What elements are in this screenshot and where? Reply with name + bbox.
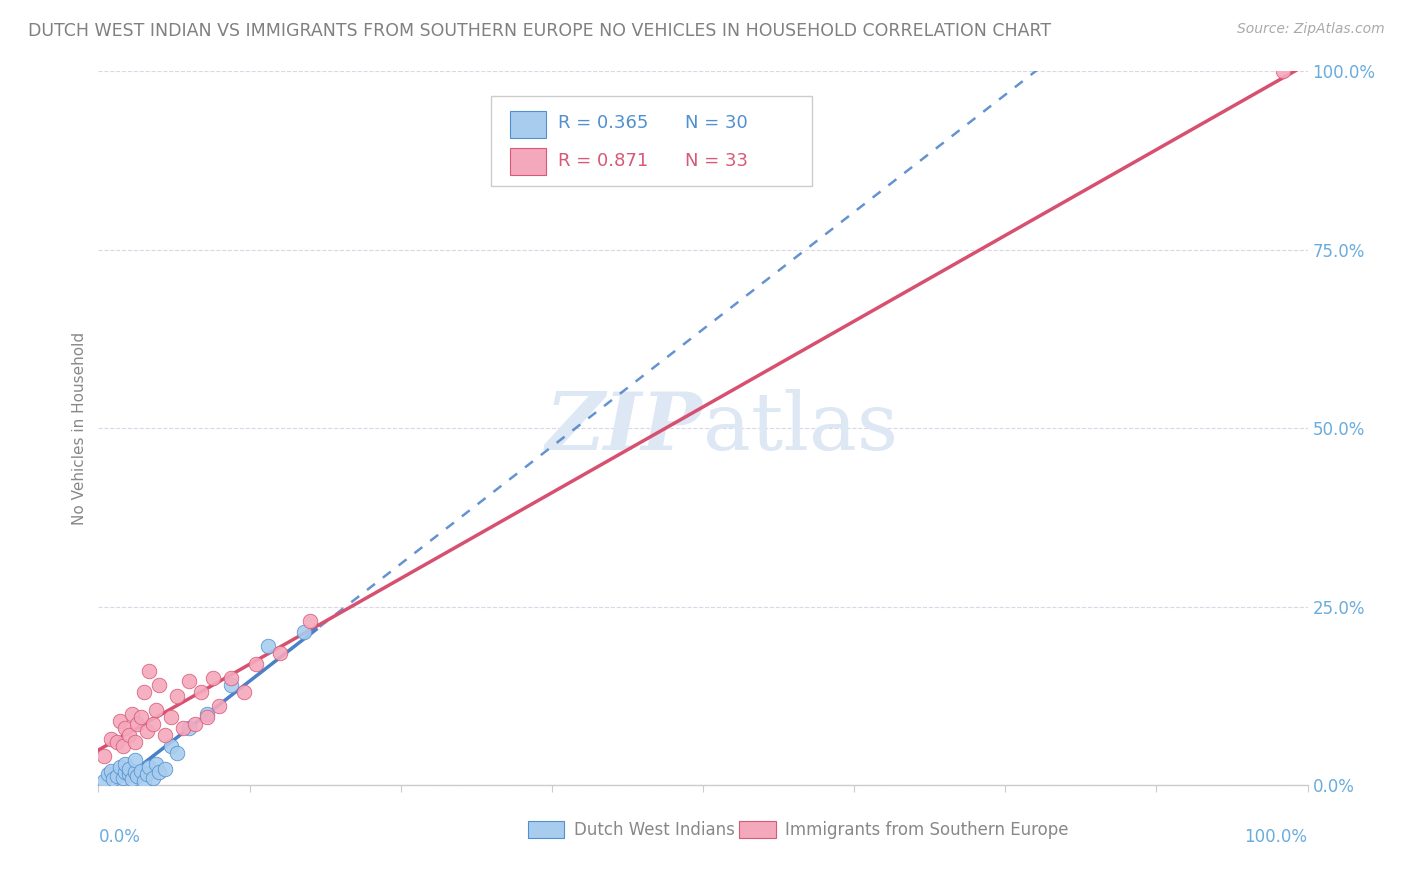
Point <box>221 678 243 692</box>
Point <box>124 735 146 749</box>
Point <box>269 646 291 660</box>
Point <box>124 753 146 767</box>
Point <box>172 721 194 735</box>
Point <box>195 710 218 724</box>
Point <box>299 614 322 628</box>
FancyBboxPatch shape <box>492 96 811 186</box>
FancyBboxPatch shape <box>527 821 564 838</box>
Point <box>118 728 141 742</box>
Point <box>127 769 149 783</box>
Y-axis label: No Vehicles in Household: No Vehicles in Household <box>72 332 87 524</box>
Point <box>105 769 128 783</box>
Point <box>195 706 218 721</box>
Point <box>138 664 160 678</box>
Point <box>221 671 243 685</box>
Point <box>100 764 122 778</box>
Point <box>129 710 152 724</box>
Point <box>166 746 188 760</box>
Point <box>100 731 122 746</box>
Point <box>108 760 131 774</box>
Point <box>105 735 128 749</box>
Point <box>145 756 167 771</box>
Point <box>142 717 165 731</box>
Point <box>114 756 136 771</box>
Point <box>114 765 136 780</box>
Text: Immigrants from Southern Europe: Immigrants from Southern Europe <box>785 821 1069 838</box>
Point <box>202 671 225 685</box>
Text: N = 33: N = 33 <box>685 152 748 169</box>
Point <box>184 717 207 731</box>
FancyBboxPatch shape <box>509 148 546 175</box>
Point <box>134 774 156 789</box>
Point <box>160 739 183 753</box>
Text: R = 0.871: R = 0.871 <box>558 152 648 169</box>
Point <box>148 765 170 780</box>
Point <box>118 762 141 776</box>
Point <box>179 674 201 689</box>
Text: atlas: atlas <box>703 389 898 467</box>
Point <box>124 765 146 780</box>
Point <box>179 721 201 735</box>
FancyBboxPatch shape <box>740 821 776 838</box>
Point <box>138 760 160 774</box>
Point <box>166 689 188 703</box>
Point <box>111 771 134 785</box>
Point <box>111 739 134 753</box>
Point <box>145 703 167 717</box>
Point <box>101 772 124 787</box>
FancyBboxPatch shape <box>509 111 546 137</box>
Text: ZIP: ZIP <box>546 390 703 467</box>
Text: 100.0%: 100.0% <box>1244 828 1308 846</box>
Point <box>190 685 212 699</box>
Point <box>93 749 115 764</box>
Point <box>118 767 141 781</box>
Point <box>135 724 157 739</box>
Point <box>148 678 170 692</box>
Text: Dutch West Indians: Dutch West Indians <box>574 821 734 838</box>
Point <box>93 774 115 789</box>
Point <box>1272 64 1295 78</box>
Point <box>232 685 254 699</box>
Point <box>153 728 176 742</box>
Text: Source: ZipAtlas.com: Source: ZipAtlas.com <box>1237 22 1385 37</box>
Point <box>121 772 143 787</box>
Point <box>127 717 149 731</box>
Point <box>245 657 267 671</box>
Point <box>108 714 131 728</box>
Point <box>114 721 136 735</box>
Point <box>256 639 278 653</box>
Point <box>97 767 120 781</box>
Point <box>160 710 183 724</box>
Text: 0.0%: 0.0% <box>98 828 141 846</box>
Point <box>134 685 156 699</box>
Point <box>129 764 152 778</box>
Point <box>153 762 176 776</box>
Point <box>292 624 315 639</box>
Text: DUTCH WEST INDIAN VS IMMIGRANTS FROM SOUTHERN EUROPE NO VEHICLES IN HOUSEHOLD CO: DUTCH WEST INDIAN VS IMMIGRANTS FROM SOU… <box>28 22 1052 40</box>
Point <box>142 771 165 785</box>
Point <box>121 706 143 721</box>
Point <box>208 699 231 714</box>
Point <box>135 767 157 781</box>
Text: N = 30: N = 30 <box>685 114 748 132</box>
Text: R = 0.365: R = 0.365 <box>558 114 648 132</box>
